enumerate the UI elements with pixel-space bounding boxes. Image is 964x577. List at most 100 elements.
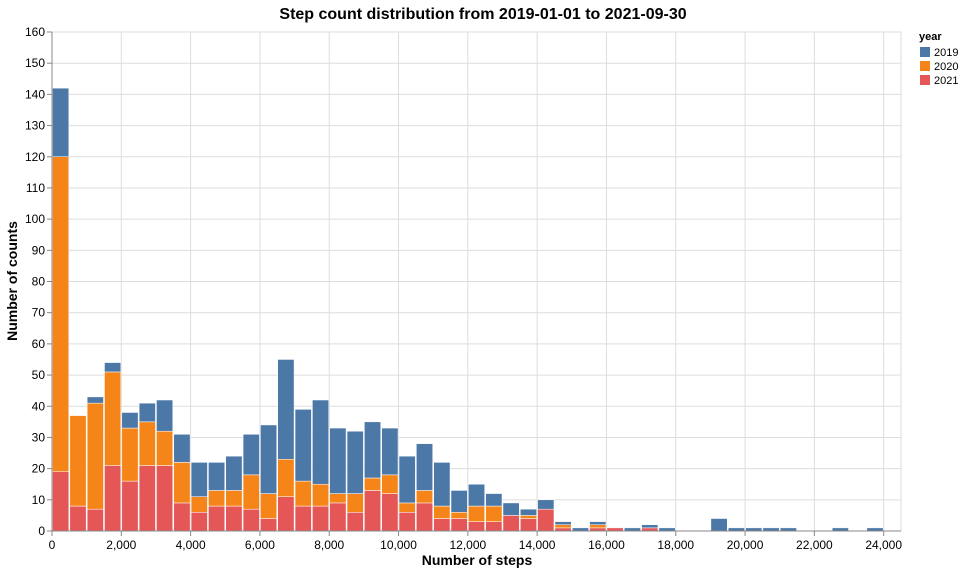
bar-2021 [450,518,468,532]
bar-2019 [208,462,226,491]
y-axis-title: Number of counts [4,221,20,341]
legend-swatch-2019 [920,47,930,57]
x-axis-title: Number of steps [422,552,533,568]
bar-2020 [312,483,329,507]
bar-2020 [520,515,537,519]
bar-2019 [104,362,122,373]
bar-2020 [121,427,139,482]
bar-2019 [121,412,139,429]
bar-2019 [173,434,191,463]
bar-2019 [520,508,537,516]
grid-lines [51,31,902,532]
bar-2020 [138,421,156,466]
bar-2021 [52,471,70,532]
y-tick-label: 70 [32,306,46,320]
bar-2019 [710,518,728,532]
bar-2020 [208,490,226,507]
bar-2020 [104,371,122,466]
bar-2021 [416,502,433,532]
x-tick-label: 16,000 [588,538,625,552]
bar-2021 [190,512,208,532]
y-tick-label: 120 [25,150,45,164]
bar-2020 [433,505,451,519]
bar-2020 [225,490,243,507]
bar-2021 [225,505,243,532]
bar-2019 [589,521,607,526]
bar-2019 [381,427,399,476]
y-tick-label: 20 [32,462,46,476]
bar-2020 [173,462,191,504]
bar-2019 [294,409,312,482]
bar-2021 [364,490,381,532]
bar-2020 [329,493,347,504]
bar-2021 [433,518,451,532]
x-tick-label: 0 [49,538,56,552]
bar-2021 [329,502,347,532]
bar-2020 [364,477,381,491]
bar-2021 [398,512,416,532]
bar-2021 [121,480,139,532]
legend-label-2019: 2019 [934,47,958,59]
x-tick-label: 24,000 [865,538,902,552]
bar-2021 [502,515,520,532]
bar-2020 [69,415,87,507]
legend-label-2020: 2020 [934,61,958,73]
x-tick-label: 10,000 [380,538,417,552]
bar-2019 [225,455,243,491]
x-tick-label: 2,000 [106,538,136,552]
bar-2021 [485,521,503,532]
bar-2021 [173,502,191,532]
y-tick-label: 100 [25,212,45,226]
bar-2021 [381,493,399,532]
y-tick-label: 0 [38,524,45,538]
y-tick-label: 90 [32,243,46,257]
y-tick-label: 10 [32,493,46,507]
bar-2021 [104,465,122,532]
bar-2020 [554,524,572,529]
x-tick-label: 20,000 [727,538,764,552]
bar-2019 [450,490,468,513]
bar-2020 [589,524,607,529]
bar-2020 [242,474,260,510]
bar-2020 [450,512,468,519]
bar-2021 [69,505,87,532]
bar-2019 [156,399,174,432]
bar-2019 [52,87,70,157]
bar-2021 [537,508,555,532]
bar-2019 [502,502,520,516]
bar-2021 [346,512,364,532]
bar-2020 [86,402,104,510]
bar-2021 [468,521,485,532]
bar-2021 [242,508,260,532]
bar-2020 [277,459,295,497]
bar-2019 [138,402,156,423]
legend-swatch-2021 [920,75,930,85]
bar-2019 [398,455,416,504]
legend-label-2021: 2021 [934,75,958,87]
bar-2020 [260,493,277,519]
x-tick-label: 6,000 [245,538,275,552]
y-tick-label: 80 [32,275,46,289]
bar-2021 [156,465,174,532]
x-tick-label: 8,000 [314,538,344,552]
bar-2020 [346,493,364,513]
bar-2019 [416,443,433,491]
y-tick-label: 140 [25,87,45,101]
bar-2020 [468,505,485,522]
y-tick-label: 160 [25,25,45,39]
bar-2019 [468,483,485,507]
bar-2020 [485,505,503,522]
bar-2021 [138,465,156,532]
x-tick-label: 12,000 [449,538,486,552]
bar-2021 [294,505,312,532]
bar-2021 [86,508,104,532]
axes: 0 10 20 30 40 50 60 70 80 90 100 110 120 130 140 150 160… [25,25,902,552]
chart-title: Step count distribution from 2019-01-01 … [279,6,686,23]
x-tick-label: 14,000 [519,538,556,552]
legend-swatch-2020 [920,61,930,71]
legend-title: year [919,31,942,43]
bar-2021 [520,518,537,532]
bar-2019 [537,499,555,510]
